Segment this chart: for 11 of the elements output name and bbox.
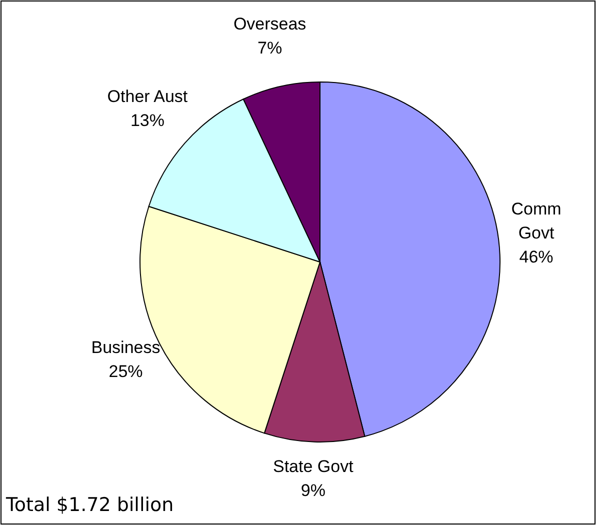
- slice-label: Business: [91, 338, 160, 358]
- data-label: 7%: [258, 39, 282, 58]
- slice-label: Overseas: [233, 15, 306, 34]
- slice-label: Comm Govt: [511, 200, 562, 244]
- slice-label: Other Aust: [107, 87, 188, 106]
- data-label: 25%: [108, 362, 143, 382]
- data-label: 9%: [300, 481, 326, 500]
- slice-label: State Govt: [272, 457, 354, 476]
- data-label: 46%: [519, 248, 554, 268]
- text: Total $1.72 billion: [5, 494, 174, 516]
- data-label: 13%: [130, 111, 164, 130]
